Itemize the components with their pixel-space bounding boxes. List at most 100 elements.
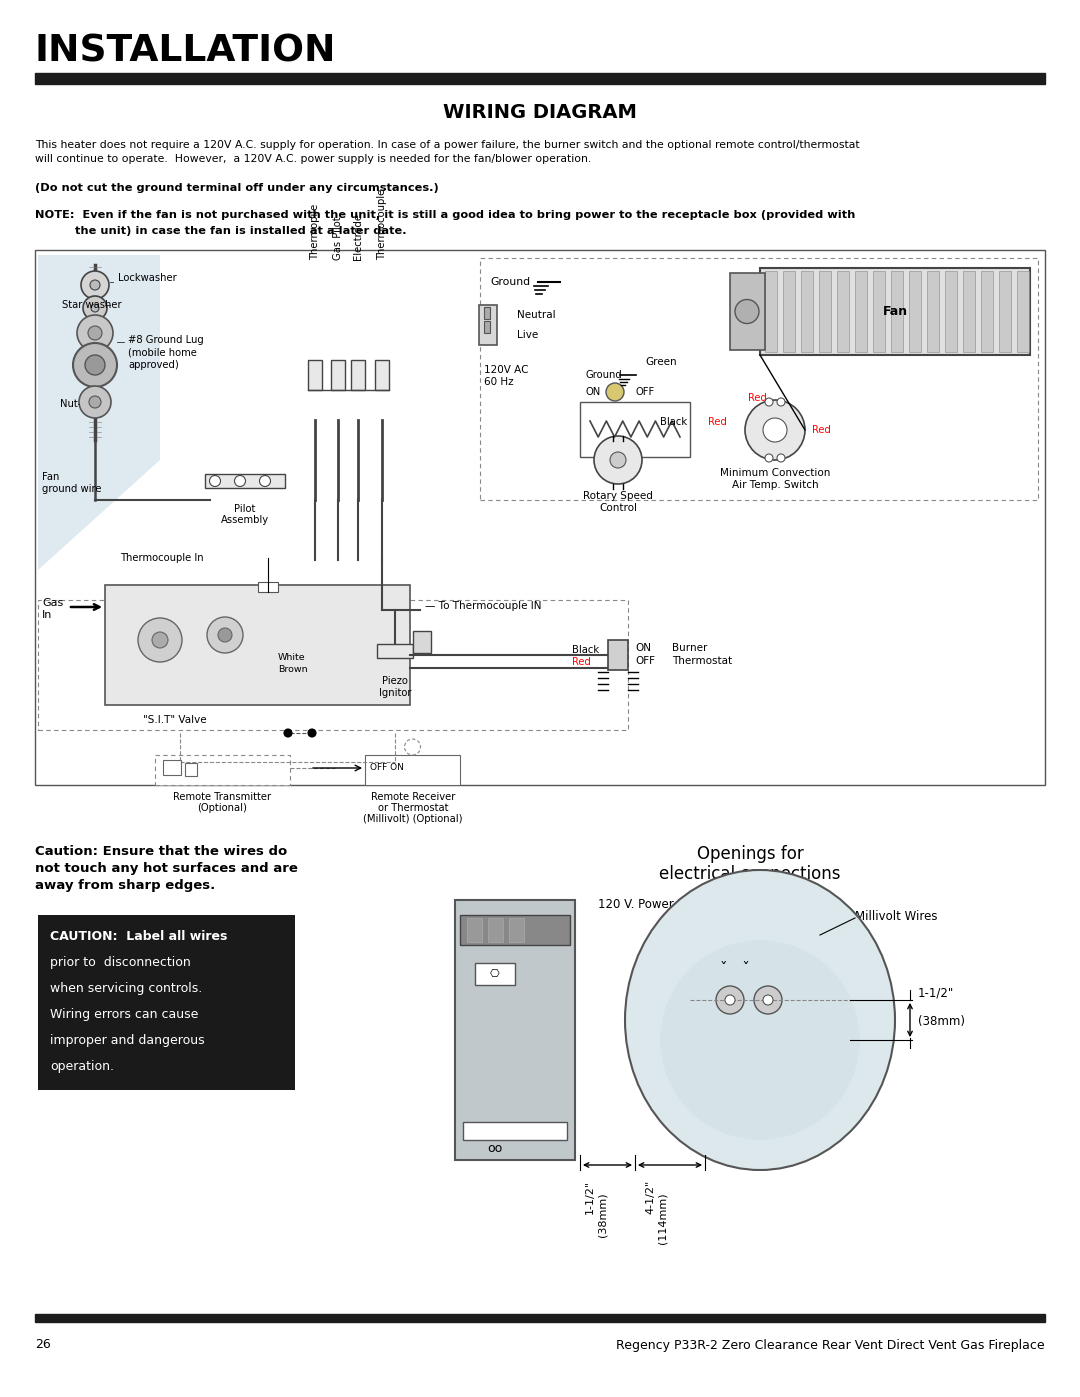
Circle shape xyxy=(83,296,107,320)
Circle shape xyxy=(207,617,243,652)
Bar xyxy=(608,640,627,671)
Bar xyxy=(38,915,295,1090)
Circle shape xyxy=(725,995,735,1004)
Circle shape xyxy=(87,326,102,339)
Circle shape xyxy=(259,475,270,486)
Bar xyxy=(1017,271,1029,352)
Bar xyxy=(455,900,575,1160)
Text: Regency P33R-2 Zero Clearance Rear Vent Direct Vent Gas Fireplace: Regency P33R-2 Zero Clearance Rear Vent … xyxy=(617,1338,1045,1351)
Text: ⎔: ⎔ xyxy=(490,970,500,979)
Text: Control: Control xyxy=(599,503,637,513)
Bar xyxy=(467,918,482,942)
Bar xyxy=(873,271,885,352)
Bar xyxy=(463,1122,567,1140)
Text: Caution: Ensure that the wires do: Caution: Ensure that the wires do xyxy=(35,845,287,858)
Text: — To Thermocouple IN: — To Thermocouple IN xyxy=(426,601,541,610)
Bar xyxy=(38,599,627,731)
Text: Ground: Ground xyxy=(490,277,530,286)
Text: OFF: OFF xyxy=(635,657,654,666)
Text: Ground: Ground xyxy=(585,370,622,380)
Text: (38mm): (38mm) xyxy=(918,1016,966,1028)
Circle shape xyxy=(308,729,316,738)
Text: 1-1/2": 1-1/2" xyxy=(585,1180,595,1214)
Text: This heater does not require a 120V A.C. supply for operation. In case of a powe: This heater does not require a 120V A.C.… xyxy=(35,140,860,149)
Text: White: White xyxy=(278,652,306,662)
Text: operation.: operation. xyxy=(50,1060,114,1073)
Bar xyxy=(475,963,515,985)
Bar xyxy=(837,271,849,352)
Bar xyxy=(981,271,993,352)
Text: Black: Black xyxy=(660,416,687,427)
Circle shape xyxy=(81,271,109,299)
Bar xyxy=(330,360,345,390)
Bar xyxy=(819,271,831,352)
Circle shape xyxy=(777,454,785,462)
Text: Rotary Speed: Rotary Speed xyxy=(583,490,653,502)
Bar xyxy=(783,271,795,352)
Bar xyxy=(480,305,497,345)
Text: Thermocouple In: Thermocouple In xyxy=(120,553,204,563)
Circle shape xyxy=(777,398,785,407)
Text: Thermopile: Thermopile xyxy=(310,204,320,260)
Text: Red: Red xyxy=(748,393,767,402)
Text: the unit) in case the fan is installed at a later date.: the unit) in case the fan is installed a… xyxy=(35,226,407,236)
Bar xyxy=(413,631,431,652)
Bar xyxy=(801,271,813,352)
Text: (Do not cut the ground terminal off under any circumstances.): (Do not cut the ground terminal off unde… xyxy=(35,183,438,193)
Bar xyxy=(308,360,322,390)
Circle shape xyxy=(85,355,105,374)
Text: Ignitor: Ignitor xyxy=(379,687,411,698)
Bar xyxy=(580,402,690,457)
Text: Live: Live xyxy=(517,330,538,339)
Bar xyxy=(760,268,1030,355)
Text: Lockwasher: Lockwasher xyxy=(118,272,177,284)
Bar xyxy=(35,73,1045,84)
Text: Wiring errors can cause: Wiring errors can cause xyxy=(50,1009,199,1021)
Bar xyxy=(480,258,1038,500)
Text: WIRING DIAGRAM: WIRING DIAGRAM xyxy=(443,102,637,122)
Text: Electrode: Electrode xyxy=(353,212,363,260)
Text: 120V AC
60 Hz: 120V AC 60 Hz xyxy=(484,365,528,387)
Text: INSTALLATION: INSTALLATION xyxy=(35,34,337,70)
Circle shape xyxy=(594,436,642,483)
Text: 4-1/2": 4-1/2" xyxy=(645,1180,654,1214)
Text: Fan: Fan xyxy=(882,305,907,319)
Bar xyxy=(205,474,285,488)
Text: 120 V. Power IN: 120 V. Power IN xyxy=(598,898,690,911)
Circle shape xyxy=(89,395,102,408)
Text: OFF: OFF xyxy=(635,387,654,397)
Bar xyxy=(855,271,867,352)
Bar xyxy=(891,271,903,352)
Text: oo: oo xyxy=(487,1143,502,1155)
Bar xyxy=(484,307,490,319)
Circle shape xyxy=(91,305,99,312)
Bar xyxy=(999,271,1011,352)
Text: electrical connections: electrical connections xyxy=(659,865,840,883)
Bar xyxy=(730,272,765,351)
Circle shape xyxy=(745,400,805,460)
Circle shape xyxy=(716,986,744,1014)
Bar xyxy=(963,271,975,352)
Text: will continue to operate.  However,  a 120V A.C. power supply is needed for the : will continue to operate. However, a 120… xyxy=(35,154,591,163)
Bar xyxy=(105,585,410,705)
Text: Minimum Convection: Minimum Convection xyxy=(719,468,831,478)
Circle shape xyxy=(762,995,773,1004)
Circle shape xyxy=(765,454,773,462)
Bar xyxy=(509,918,524,942)
Bar xyxy=(488,918,503,942)
Bar xyxy=(377,644,413,658)
Circle shape xyxy=(79,386,111,418)
Ellipse shape xyxy=(625,870,895,1171)
Text: Remote Receiver: Remote Receiver xyxy=(370,792,455,802)
Bar xyxy=(375,360,389,390)
Circle shape xyxy=(754,986,782,1014)
Circle shape xyxy=(90,279,100,291)
Text: Burner: Burner xyxy=(672,643,707,652)
Text: Remote Transmitter: Remote Transmitter xyxy=(173,792,271,802)
Text: improper and dangerous: improper and dangerous xyxy=(50,1034,204,1046)
Text: not touch any hot surfaces and are: not touch any hot surfaces and are xyxy=(35,862,298,875)
Bar xyxy=(156,754,291,785)
Text: Gas Pilot: Gas Pilot xyxy=(333,217,343,260)
Bar xyxy=(258,583,278,592)
Text: (Millivolt) (Optional): (Millivolt) (Optional) xyxy=(363,814,462,824)
